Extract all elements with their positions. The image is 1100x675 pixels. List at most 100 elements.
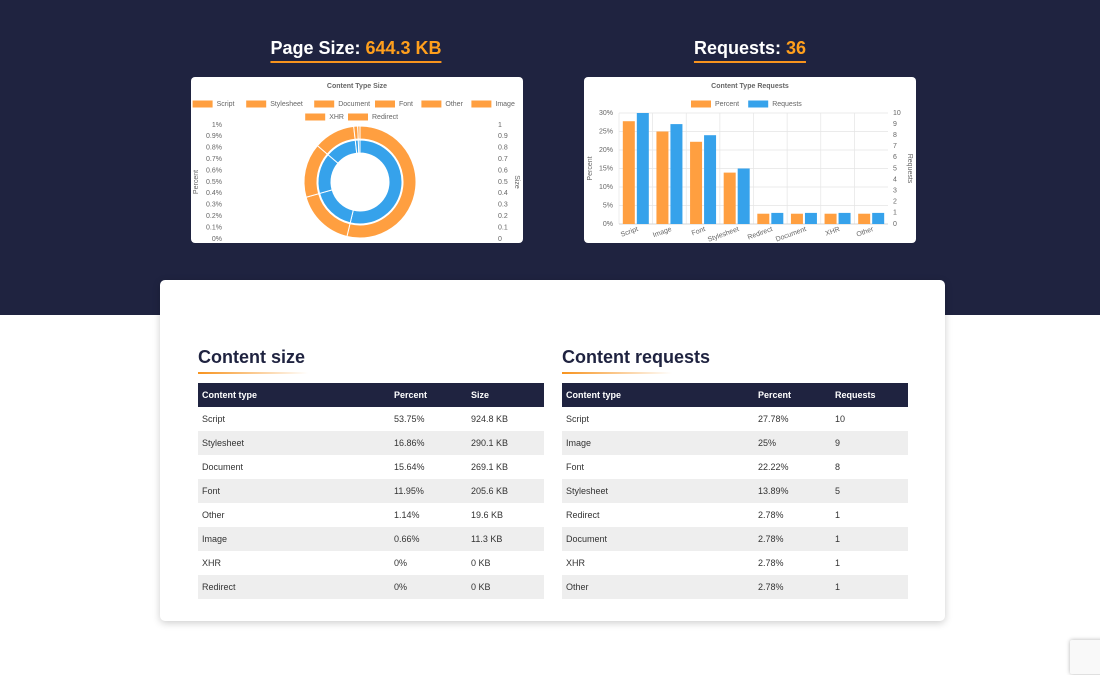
table-row: Other 2.78% 1: [562, 575, 908, 599]
x-tick-label: Script: [620, 226, 639, 239]
table-cell: Font: [198, 479, 390, 503]
y2-tick-label: 7: [893, 143, 897, 150]
y2-tick-label: 0.2: [498, 213, 508, 220]
table-cell: 11.3 KB: [467, 527, 544, 551]
table-cell: 9: [831, 431, 908, 455]
y2-tick-label: 0.9: [498, 133, 508, 140]
y2-tick-label: 9: [893, 121, 897, 128]
legend-swatch: [471, 100, 492, 108]
bar: [804, 212, 817, 224]
table-cell: 53.75%: [394, 414, 425, 424]
chart: Content Type Requests Percent Requests 0% 5%…: [587, 83, 913, 243]
table-cell: Document: [562, 527, 754, 551]
bar: [771, 212, 784, 224]
section-title: Content size: [198, 347, 306, 367]
table-cell: Other: [562, 575, 754, 599]
table-cell: 1: [831, 527, 908, 551]
bar: [838, 212, 851, 224]
table-row: Other 1.14% 19.6 KB: [198, 503, 544, 527]
table-row: Document 15.64% 269.1 KB: [198, 455, 544, 479]
y-tick-label: 30%: [599, 110, 613, 117]
title-underline: [562, 372, 672, 374]
table-cell: 1: [835, 510, 841, 520]
y2-tick-label: 4: [893, 176, 897, 183]
legend-swatch: [314, 100, 335, 108]
y2-axis-title: Size: [513, 175, 520, 189]
table-cell: 13.89%: [754, 479, 831, 503]
bar: [723, 172, 736, 224]
table-cell: Image: [562, 431, 754, 455]
y2-tick-label: 0.4: [498, 190, 508, 197]
value: 644.3 KB: [365, 38, 442, 58]
legend-label: Redirect: [372, 114, 398, 121]
table-cell: 924.8 KB: [471, 414, 509, 424]
content-panel: Content size Content type Percent Size Scrip…: [160, 280, 945, 621]
table-cell: 15.64%: [394, 462, 425, 472]
table-row: Script 53.75% 924.8 KB: [198, 407, 544, 431]
y-tick-label: 25%: [599, 128, 613, 135]
legend-swatch: [748, 100, 769, 108]
legend-swatch: [691, 100, 711, 108]
column-header: Content type: [198, 383, 390, 407]
donut-segment: [357, 125, 361, 140]
table-cell: Font: [566, 462, 585, 472]
bar: [670, 124, 683, 224]
table-cell: 8: [835, 462, 841, 472]
table-cell: 25%: [754, 431, 831, 455]
table-cell: 27.78%: [758, 414, 789, 424]
chart-card: Content Type Requests Percent Requests 0% 5%…: [584, 77, 916, 243]
table-row: Image 25% 9: [562, 431, 908, 455]
table-cell: 19.6 KB: [471, 510, 504, 520]
table-cell: 1: [831, 575, 908, 599]
x-tick-label: Document: [775, 226, 807, 243]
table-row: Stylesheet 13.89% 5: [562, 479, 908, 503]
column-header: Percent: [390, 383, 467, 407]
table-cell: 11.95%: [390, 479, 467, 503]
table-row: Font 22.22% 8: [562, 455, 908, 479]
table-cell: 10: [835, 414, 846, 424]
legend-swatch: [375, 100, 395, 108]
y-tick-label: 10%: [599, 184, 613, 191]
table-row: XHR 0% 0 KB: [198, 551, 544, 575]
legend-label: Percent: [715, 101, 739, 108]
bar: [790, 213, 803, 224]
y2-tick-label: 0: [498, 236, 502, 243]
y-tick-label: 0.8%: [206, 145, 222, 152]
table-cell: Stylesheet: [198, 431, 390, 455]
y-tick-label: 1%: [212, 122, 222, 129]
bar: [872, 212, 885, 224]
recaptcha-badge[interactable]: [1070, 640, 1100, 674]
table-section: Content requests Content type Percent Reque…: [562, 347, 908, 599]
bar: [622, 121, 635, 224]
bar: [636, 113, 649, 224]
table-cell: Stylesheet: [562, 479, 754, 503]
y2-tick-label: 10: [893, 110, 901, 117]
y-tick-label: 0.3%: [206, 202, 222, 209]
y-axis-title: Percent: [587, 156, 594, 180]
table-cell: Script: [202, 414, 226, 424]
y2-tick-label: 2: [893, 199, 897, 206]
y2-tick-label: 8: [893, 132, 897, 139]
table-row: Document 2.78% 1: [562, 527, 908, 551]
bar: [824, 213, 837, 224]
table-section: Content size Content type Percent Size Scrip…: [198, 347, 544, 599]
table-cell: Document: [202, 462, 244, 472]
table-cell: Script: [566, 414, 590, 424]
table-cell: 2.78%: [754, 575, 831, 599]
y-tick-label: 0.1%: [206, 224, 222, 231]
y-tick-label: 20%: [599, 147, 613, 154]
y-tick-label: 0.4%: [206, 190, 222, 197]
column-header: Size: [467, 383, 544, 407]
header-row: Content type Percent Size: [198, 383, 544, 407]
page-size-title: Page Size: 644.3 KB: [270, 38, 442, 63]
table-cell: 1.14%: [394, 510, 420, 520]
table-cell: XHR: [566, 558, 586, 568]
label: Requests:: [693, 38, 781, 58]
y2-tick-label: 0.8: [498, 145, 508, 152]
legend-label: Stylesheet: [270, 101, 303, 108]
y-tick-label: 0.6%: [206, 167, 222, 174]
data-table: Content type Percent Size Script 53.75% 924.8…: [198, 383, 544, 599]
column-header: Requests: [831, 383, 908, 407]
y2-tick-label: 1: [498, 122, 502, 129]
y-tick-label: 15%: [599, 165, 613, 172]
